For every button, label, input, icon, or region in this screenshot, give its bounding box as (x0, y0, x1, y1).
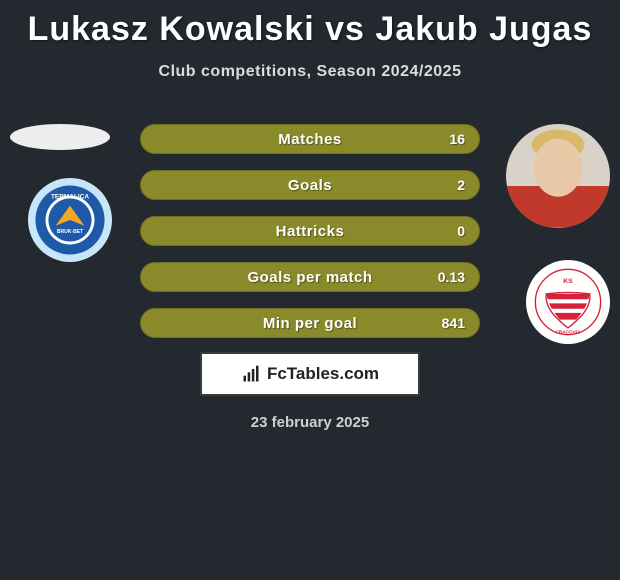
stat-label: Min per goal (263, 315, 357, 332)
player-left-avatar (10, 124, 110, 150)
stat-value-right: 16 (449, 131, 465, 147)
stat-row-goals-per-match: Goals per match 0.13 (140, 262, 480, 292)
stat-row-hattricks: Hattricks 0 (140, 216, 480, 246)
player-face-icon (506, 124, 610, 228)
page-title: Lukasz Kowalski vs Jakub Jugas (0, 0, 620, 49)
stat-label: Matches (278, 131, 342, 148)
brand-badge: FcTables.com (200, 352, 420, 396)
subtitle: Club competitions, Season 2024/2025 (0, 63, 620, 81)
stat-label: Hattricks (276, 223, 345, 240)
termalica-badge-icon: TERMALICA Nieciecza BRUK-BET (34, 184, 106, 256)
stat-row-goals: Goals 2 (140, 170, 480, 200)
cracovia-badge-icon: KS CRACOVIA (534, 268, 602, 336)
stat-value-right: 0 (457, 223, 465, 239)
date-text: 23 february 2025 (0, 414, 620, 431)
stat-value-right: 2 (457, 177, 465, 193)
stat-label: Goals per match (247, 269, 372, 286)
stat-row-matches: Matches 16 (140, 124, 480, 154)
stat-value-right: 841 (442, 315, 465, 331)
stat-row-min-per-goal: Min per goal 841 (140, 308, 480, 338)
player-right-avatar (506, 124, 610, 228)
stat-label: Goals (288, 177, 332, 194)
brand-text: FcTables.com (267, 364, 379, 384)
svg-text:Nieciecza: Nieciecza (57, 246, 84, 252)
club-left-badge: TERMALICA Nieciecza BRUK-BET (28, 178, 112, 262)
svg-text:KS: KS (563, 278, 573, 285)
svg-text:CRACOVIA: CRACOVIA (555, 329, 581, 335)
stats-container: Matches 16 Goals 2 Hattricks 0 Goals per… (140, 124, 480, 354)
club-right-badge: KS CRACOVIA (526, 260, 610, 344)
chart-icon (241, 364, 261, 384)
svg-text:TERMALICA: TERMALICA (51, 193, 89, 200)
svg-text:BRUK-BET: BRUK-BET (57, 229, 84, 235)
stat-value-right: 0.13 (438, 269, 465, 285)
